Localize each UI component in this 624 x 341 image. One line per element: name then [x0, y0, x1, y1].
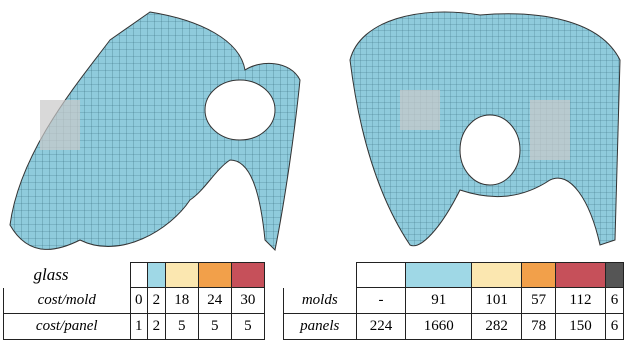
patch: [530, 100, 570, 160]
cell: 224: [356, 314, 406, 340]
cell: 112: [556, 288, 606, 314]
color-swatch: [130, 263, 148, 288]
swatch-row: glass: [4, 263, 265, 288]
cell: 282: [472, 314, 522, 340]
cell: 30: [231, 288, 264, 314]
cell: 2: [148, 288, 166, 314]
right-hole: [460, 115, 520, 185]
cell: 0: [130, 288, 148, 314]
row-label: cost/mold: [4, 288, 131, 314]
color-swatch: [472, 263, 522, 288]
left-hole: [205, 80, 275, 140]
cell: 18: [165, 288, 198, 314]
color-swatch: [198, 263, 231, 288]
cell: 1: [130, 314, 148, 340]
cell: 78: [522, 314, 556, 340]
row-label: panels: [284, 314, 357, 340]
color-swatch: [605, 263, 623, 288]
table-title: glass: [4, 263, 131, 288]
cell: 5: [198, 314, 231, 340]
blank: [284, 263, 357, 288]
cell: 57: [522, 288, 556, 314]
row-label: molds: [284, 288, 357, 314]
color-swatch: [165, 263, 198, 288]
cell: 5: [165, 314, 198, 340]
cell: 6: [605, 314, 623, 340]
cell: 91: [406, 288, 472, 314]
color-swatch: [406, 263, 472, 288]
color-swatch: [148, 263, 166, 288]
patch: [40, 100, 80, 150]
figure-images: [0, 0, 624, 262]
cell: 24: [198, 288, 231, 314]
color-swatch: [231, 263, 264, 288]
cell: 101: [472, 288, 522, 314]
cell: 150: [556, 314, 606, 340]
row-label: cost/panel: [4, 314, 131, 340]
cell: -: [356, 288, 406, 314]
color-swatch: [556, 263, 606, 288]
cell: 1660: [406, 314, 472, 340]
swatch-row: [284, 263, 624, 288]
color-swatch: [522, 263, 556, 288]
color-swatch: [356, 263, 406, 288]
cell: 6: [605, 288, 623, 314]
cell: 2: [148, 314, 166, 340]
cell: 5: [231, 314, 264, 340]
page: glasscost/mold02182430cost/panel12555 mo…: [0, 0, 624, 341]
patch: [400, 90, 440, 130]
